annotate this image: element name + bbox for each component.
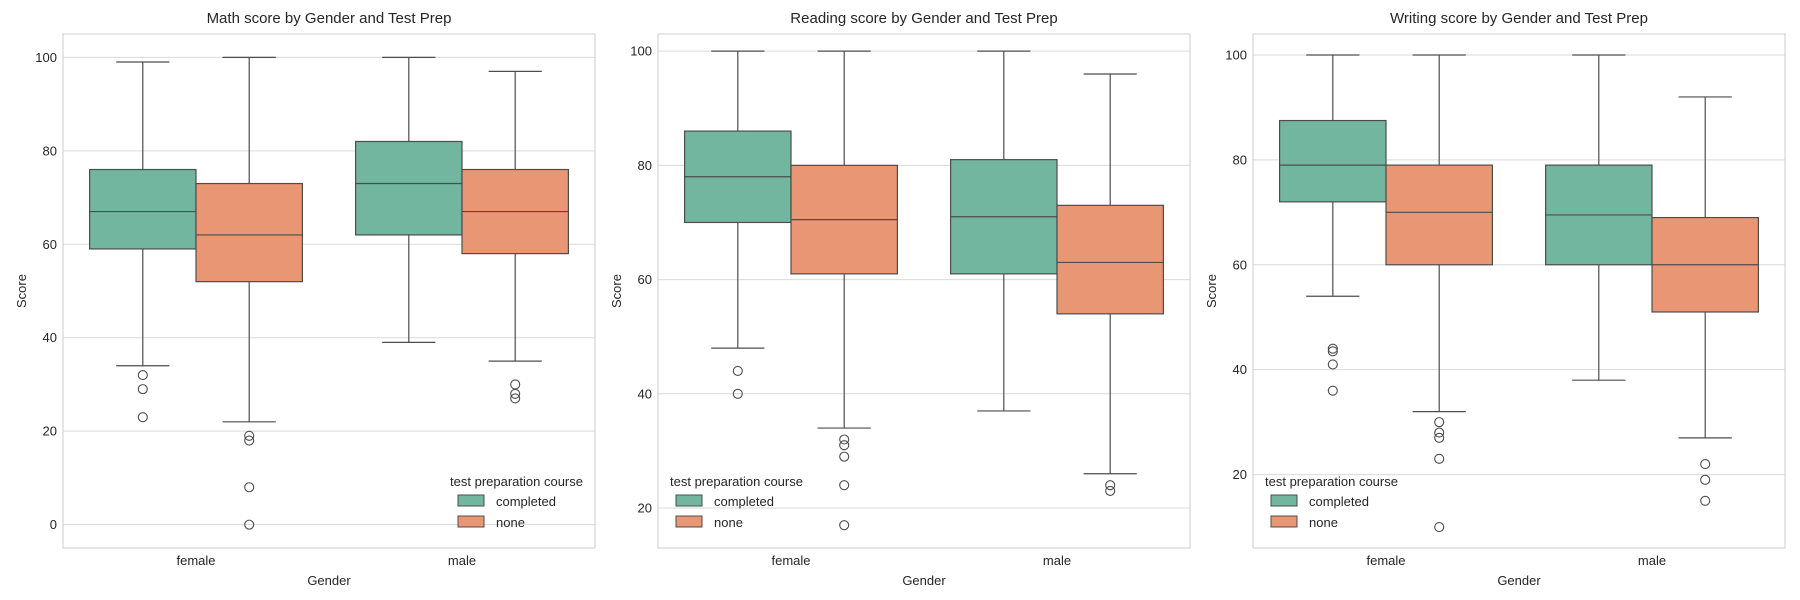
- x-tick-label: male: [448, 553, 476, 568]
- box-none-female: [1385, 164, 1494, 266]
- outlier-point: [1327, 359, 1338, 370]
- y-tick-label: 80: [638, 158, 652, 173]
- legend-swatch-none: [1270, 515, 1298, 528]
- outlier-point: [1105, 485, 1116, 496]
- chart-title: Reading score by Gender and Test Prep: [790, 10, 1057, 27]
- y-tick-label: 60: [1233, 257, 1247, 272]
- x-tick-label: male: [1043, 553, 1071, 568]
- x-axis-label: Gender: [902, 573, 946, 588]
- legend-swatch-none: [457, 515, 485, 528]
- y-tick-label: 40: [638, 386, 652, 401]
- outlier-point: [839, 440, 850, 451]
- outlier-point: [839, 520, 850, 531]
- outlier-point: [1434, 521, 1445, 533]
- outlier-point: [137, 384, 148, 395]
- outlier-point: [1327, 343, 1338, 354]
- box-completed-female: [88, 168, 197, 250]
- y-axis-label: Score: [1204, 274, 1219, 308]
- box-none-female: [195, 182, 304, 283]
- y-tick-label: 40: [43, 330, 57, 345]
- outlier-point: [1434, 432, 1445, 443]
- plot-frame: [1252, 33, 1786, 549]
- outlier-point: [244, 430, 255, 441]
- outlier-point: [1434, 453, 1445, 464]
- legend-label: none: [1309, 515, 1338, 530]
- legend-title: test preparation course: [670, 474, 803, 489]
- y-tick-label: 80: [1233, 152, 1247, 167]
- y-tick-label: 0: [50, 517, 57, 532]
- outlier-point: [732, 365, 743, 377]
- outlier-point: [1434, 417, 1445, 428]
- chart-panel-2: 20 40 60 80 100 female male Gender Score Reading …: [609, 10, 1191, 588]
- outlier-point: [510, 388, 521, 399]
- y-tick-label: 20: [638, 501, 652, 516]
- y-tick-label: 60: [638, 272, 652, 287]
- y-axis-label: Score: [14, 274, 29, 308]
- plot-frame: [62, 33, 596, 549]
- legend: test preparation course completed none: [1265, 474, 1398, 530]
- x-tick-label: female: [1366, 553, 1405, 568]
- outlier-point: [244, 482, 255, 493]
- outlier-point: [839, 480, 850, 491]
- x-axis-label: Gender: [307, 573, 351, 588]
- y-tick-label: 20: [1233, 467, 1247, 482]
- legend-swatch-none: [675, 515, 703, 528]
- plot-area: [63, 34, 595, 548]
- legend-label: completed: [1309, 494, 1369, 509]
- chart-panel-1: 0 20 40 60 80 100 female male Gender Score Math sc…: [14, 10, 596, 588]
- legend-label: completed: [496, 494, 556, 509]
- x-tick-label: female: [771, 553, 810, 568]
- box-none-male: [1056, 204, 1165, 315]
- y-axis-label: Score: [609, 274, 624, 308]
- chart-title: Math score by Gender and Test Prep: [207, 10, 452, 27]
- legend: test preparation course completed none: [670, 474, 803, 530]
- box-completed-male: [355, 140, 463, 236]
- y-tick-label: 60: [43, 237, 57, 252]
- y-tick-label: 20: [43, 424, 57, 439]
- legend-title: test preparation course: [450, 474, 583, 489]
- legend-label: completed: [714, 494, 774, 509]
- legend-label: none: [714, 515, 743, 530]
- outlier-point: [732, 388, 743, 399]
- outlier-point: [1327, 385, 1338, 396]
- outlier-point: [1105, 480, 1116, 491]
- outlier-point: [1434, 427, 1445, 438]
- legend-swatch-completed: [675, 494, 703, 507]
- outlier-point: [1700, 459, 1711, 470]
- outlier-point: [137, 412, 148, 423]
- outlier-point: [1700, 474, 1711, 485]
- outlier-point: [839, 434, 850, 445]
- legend-swatch-completed: [1270, 494, 1298, 507]
- legend-label: none: [496, 515, 525, 530]
- outlier-point: [839, 451, 850, 462]
- y-tick-label: 100: [630, 44, 652, 59]
- x-tick-label: male: [1638, 553, 1666, 568]
- outlier-point: [1700, 495, 1711, 506]
- outlier-point: [137, 370, 148, 381]
- y-tick-label: 100: [1225, 47, 1247, 62]
- legend-title: test preparation course: [1265, 474, 1398, 489]
- chart-title: Writing score by Gender and Test Prep: [1390, 10, 1648, 27]
- outlier-point: [510, 393, 521, 404]
- outlier-point: [244, 435, 255, 446]
- chart-panel-3: 20 40 60 80 100 female male Gender Score Writing …: [1204, 10, 1786, 588]
- outlier-point: [1327, 346, 1338, 357]
- legend: test preparation course completed none: [450, 474, 583, 530]
- y-tick-label: 40: [1233, 362, 1247, 377]
- y-tick-label: 80: [43, 143, 57, 158]
- y-tick-label: 100: [35, 50, 57, 65]
- x-tick-label: female: [176, 553, 215, 568]
- plot-frame: [657, 33, 1191, 549]
- outlier-point: [244, 519, 255, 530]
- legend-swatch-completed: [457, 494, 485, 507]
- x-axis-label: Gender: [1497, 573, 1541, 588]
- box-completed-female: [1278, 119, 1387, 203]
